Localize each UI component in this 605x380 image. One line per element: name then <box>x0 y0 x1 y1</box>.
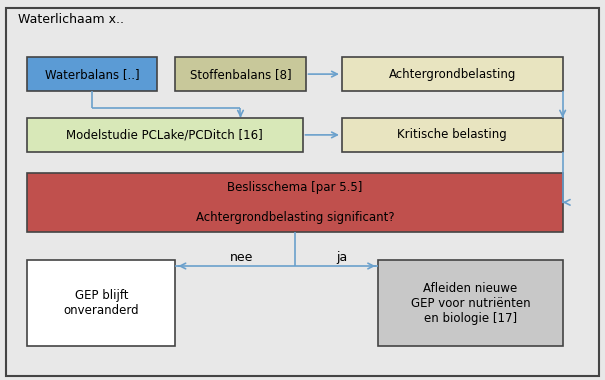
Bar <box>27 260 175 346</box>
Text: Afleiden nieuwe
GEP voor nutriënten
en biologie [17]: Afleiden nieuwe GEP voor nutriënten en b… <box>411 282 530 325</box>
Bar <box>27 118 303 152</box>
Text: Modelstudie PCLake/PCDitch [16]: Modelstudie PCLake/PCDitch [16] <box>67 128 263 141</box>
Text: Waterlichaam x..: Waterlichaam x.. <box>18 13 124 26</box>
Bar <box>378 260 563 346</box>
Bar <box>27 57 157 91</box>
Text: Stoffenbalans [8]: Stoffenbalans [8] <box>190 68 291 81</box>
Text: Waterbalans [..]: Waterbalans [..] <box>45 68 140 81</box>
Text: Kritische belasting: Kritische belasting <box>397 128 507 141</box>
Text: Beslisschema [par 5.5]

Achtergrondbelasting significant?: Beslisschema [par 5.5] Achtergrondbelast… <box>195 181 394 224</box>
Text: GEP blijft
onveranderd: GEP blijft onveranderd <box>64 289 139 317</box>
Text: Achtergrondbelasting: Achtergrondbelasting <box>388 68 516 81</box>
Bar <box>175 57 306 91</box>
Text: nee: nee <box>231 251 253 264</box>
Bar <box>342 118 563 152</box>
Bar <box>342 57 563 91</box>
Bar <box>27 173 563 232</box>
Text: ja: ja <box>336 251 347 264</box>
